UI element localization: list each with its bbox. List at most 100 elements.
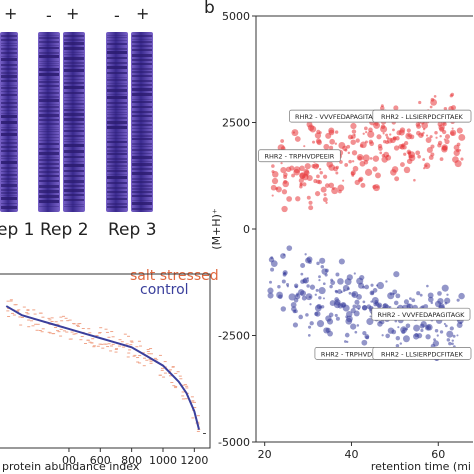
salt-stressed-point [118, 345, 122, 347]
positive-mass-point [329, 138, 336, 145]
negative-mass-point [387, 327, 395, 334]
peptide-annotation: RHR2 - VVVFEDAPAGITAGK [371, 307, 471, 321]
gel-band [1, 184, 17, 187]
gel-band [39, 96, 59, 98]
replicate-label-1: ep 1 [0, 220, 35, 240]
gel-band [39, 65, 59, 66]
positive-mass-point [425, 137, 432, 143]
peptide-annotation-text: RHR2 - TRPHVDPEEIR [264, 153, 334, 161]
negative-mass-point [405, 323, 411, 329]
gel-band [132, 188, 152, 190]
positive-mass-point [351, 160, 355, 163]
gel-band [1, 121, 17, 124]
gel-band [64, 57, 84, 60]
positive-mass-point [398, 129, 405, 136]
salt-stressed-point [107, 336, 111, 338]
gel-band [1, 127, 17, 128]
positive-mass-point [424, 164, 428, 168]
positive-mass-point [282, 180, 290, 188]
salt-stressed-point [153, 357, 157, 359]
gel-band [64, 82, 84, 84]
negative-mass-point [409, 297, 412, 301]
positive-mass-point [299, 165, 305, 172]
peptide-annotation: RHR2 - LLSIERPDCFITAEK [372, 347, 472, 360]
gel-band [132, 185, 152, 187]
gel-band [107, 48, 127, 50]
gel-band [107, 187, 127, 189]
gel-band [1, 146, 17, 148]
positive-mass-point [344, 163, 349, 167]
positive-mass-point [281, 189, 288, 195]
positive-mass-point [385, 140, 389, 145]
positive-mass-point [435, 136, 438, 139]
negative-mass-point [389, 306, 392, 309]
gel-band [107, 106, 127, 108]
positive-mass-point [314, 190, 321, 197]
gel-band [39, 175, 59, 177]
negative-mass-point [456, 334, 459, 337]
gel-band [1, 189, 17, 191]
abundance-x-tick-label: 800 [121, 454, 142, 467]
positive-mass-point [351, 134, 356, 139]
positive-mass-point [322, 174, 328, 179]
negative-mass-point [416, 291, 421, 296]
positive-mass-point [306, 175, 313, 182]
positive-mass-point [376, 185, 379, 189]
gel-band [1, 52, 17, 54]
gel-band [64, 39, 84, 41]
negative-mass-point [293, 283, 299, 288]
salt-stressed-point [155, 359, 159, 361]
salt-stressed-point [111, 343, 115, 345]
gel-band [132, 99, 152, 100]
gel-band [64, 35, 84, 37]
gel-band [1, 178, 17, 180]
gel-band [64, 175, 84, 177]
negative-mass-point [354, 330, 358, 334]
gel-band [107, 51, 127, 54]
salt-stressed-point [98, 332, 102, 334]
peptide-annotation-text: RHR2 - VVVFEDAPAGITAGK [377, 311, 465, 319]
gel-band [132, 106, 152, 108]
salt-stressed-point [79, 339, 83, 341]
salt-stressed-point [174, 385, 178, 387]
salt-stressed-point [68, 338, 72, 340]
positive-mass-point [280, 167, 287, 174]
gel-band [132, 75, 152, 77]
gel-band [39, 37, 59, 39]
gel-band [39, 127, 59, 128]
positive-mass-point [334, 130, 339, 134]
positive-mass-point [272, 171, 279, 178]
positive-mass-point [306, 121, 313, 128]
gel-band [132, 35, 152, 37]
gel-band [64, 79, 84, 80]
positive-mass-point [372, 166, 378, 172]
salt-stressed-point [136, 361, 140, 363]
positive-mass-point [453, 144, 460, 151]
negative-mass-point [432, 340, 440, 347]
salt-stressed-point [74, 333, 78, 335]
positive-mass-point [454, 160, 462, 168]
salt-stressed-point [133, 354, 137, 356]
negative-mass-point [350, 323, 357, 330]
salt-stressed-point [27, 326, 31, 328]
positive-mass-point [450, 131, 455, 136]
gel-band [1, 171, 17, 172]
gel-band [1, 35, 17, 37]
positive-mass-point [456, 127, 463, 134]
negative-mass-point [439, 330, 444, 334]
gel-band [64, 180, 84, 183]
negative-mass-point [362, 300, 366, 304]
positive-mass-point [334, 142, 338, 145]
gel-band [1, 110, 17, 111]
negative-mass-point [395, 293, 401, 299]
salt-stressed-point [127, 352, 131, 354]
negative-mass-point [309, 284, 316, 290]
salt-stressed-point [32, 309, 36, 311]
positive-mass-point [403, 152, 407, 156]
gel-band [107, 174, 127, 175]
salt-stressed-point [148, 359, 152, 361]
negative-mass-point [298, 314, 304, 320]
positive-mass-point [325, 201, 328, 204]
positive-mass-point [385, 154, 392, 161]
positive-mass-point [351, 129, 357, 134]
